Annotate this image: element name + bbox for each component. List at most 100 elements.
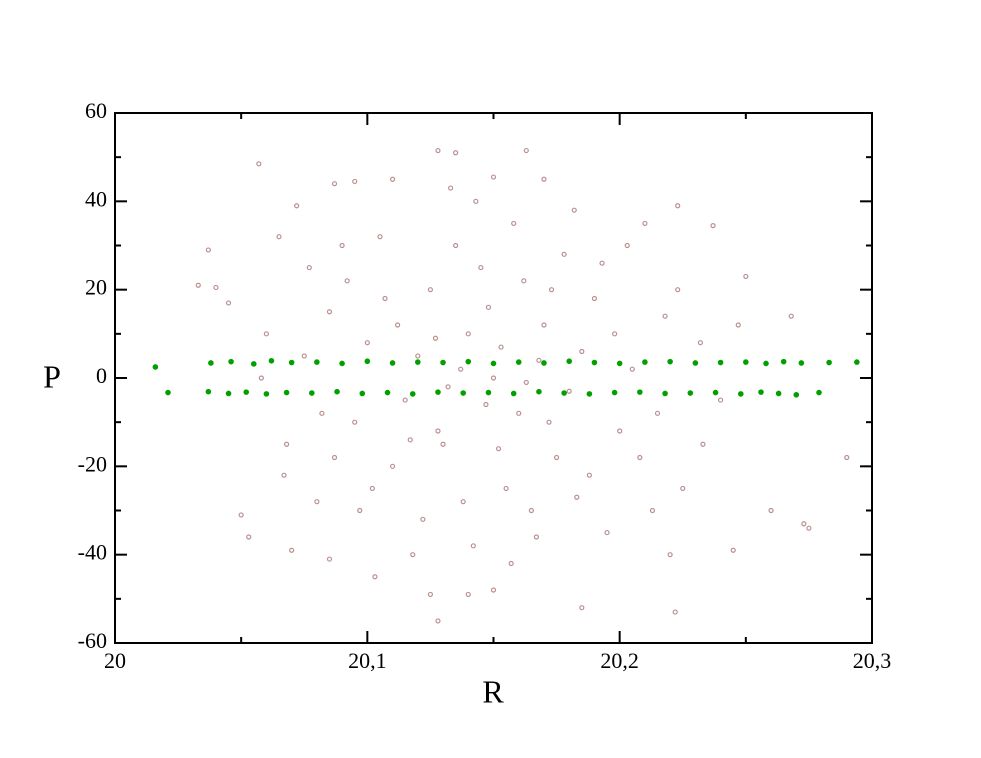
y-tick-label: 0 <box>96 363 107 388</box>
point <box>490 375 497 381</box>
point <box>737 391 744 397</box>
y-tick-label: -20 <box>78 451 107 476</box>
point <box>238 512 244 518</box>
point <box>536 357 542 363</box>
point <box>256 161 262 167</box>
y-tick-label: -60 <box>78 628 107 653</box>
point <box>208 360 214 366</box>
point <box>604 529 610 536</box>
point <box>364 340 370 346</box>
point <box>414 359 421 365</box>
point <box>654 410 661 416</box>
point <box>427 591 434 598</box>
point <box>453 150 459 156</box>
point <box>389 176 396 182</box>
point <box>662 390 668 397</box>
point <box>662 313 668 319</box>
point <box>440 359 446 366</box>
y-tick-label: 40 <box>85 186 107 211</box>
point <box>687 390 694 396</box>
point <box>409 391 416 397</box>
point <box>294 203 300 209</box>
point <box>460 499 466 505</box>
point <box>334 388 340 395</box>
point <box>225 390 232 397</box>
x-tick-label: 20,3 <box>853 648 892 673</box>
point <box>498 344 504 350</box>
point <box>485 304 492 310</box>
point <box>485 389 492 396</box>
x-axis-label: R <box>482 673 504 709</box>
point <box>675 203 681 209</box>
point <box>432 335 439 341</box>
y-tick-label: 20 <box>85 275 107 300</box>
y-tick-label: 60 <box>85 98 107 123</box>
point <box>692 360 699 366</box>
point <box>205 388 212 395</box>
point <box>369 485 375 492</box>
point <box>533 534 539 540</box>
point <box>470 543 476 549</box>
point <box>195 282 201 288</box>
point <box>402 397 408 403</box>
point <box>389 463 396 469</box>
point <box>844 454 850 461</box>
point <box>503 485 509 492</box>
point <box>642 220 648 227</box>
point <box>435 618 441 624</box>
x-tick-label: 20,1 <box>348 648 387 673</box>
point <box>806 525 812 531</box>
point <box>435 428 441 434</box>
point <box>326 556 333 562</box>
point <box>561 251 567 257</box>
point <box>675 287 681 293</box>
point <box>306 264 312 271</box>
point <box>445 384 451 390</box>
point <box>268 357 275 364</box>
point <box>435 389 441 395</box>
point <box>490 360 497 367</box>
point <box>586 472 592 478</box>
point <box>359 390 366 397</box>
point <box>344 278 350 284</box>
point <box>258 375 264 381</box>
point <box>382 295 388 302</box>
point <box>511 220 517 227</box>
point <box>415 353 421 359</box>
y-axis-label: P <box>43 358 61 394</box>
point <box>490 587 497 593</box>
point <box>775 390 782 397</box>
point <box>352 419 358 425</box>
point <box>283 389 290 396</box>
point <box>465 331 471 337</box>
point <box>319 410 325 416</box>
point <box>490 174 497 180</box>
point <box>384 389 391 396</box>
point <box>637 454 643 461</box>
point <box>389 360 396 366</box>
point <box>735 322 741 328</box>
point <box>566 388 572 394</box>
point <box>516 410 522 416</box>
point <box>372 574 378 580</box>
point <box>440 441 446 447</box>
point <box>730 547 736 553</box>
point <box>410 552 416 558</box>
point <box>326 309 333 315</box>
point <box>465 358 472 365</box>
point <box>478 264 484 271</box>
point <box>536 388 542 395</box>
point <box>225 300 232 306</box>
point <box>458 366 464 372</box>
point <box>768 507 774 514</box>
point <box>420 516 426 522</box>
point <box>758 389 764 395</box>
point <box>495 446 502 452</box>
point <box>680 485 686 492</box>
point <box>521 278 527 284</box>
point <box>617 428 623 434</box>
point <box>780 358 787 365</box>
point <box>473 198 479 204</box>
point <box>743 359 749 365</box>
